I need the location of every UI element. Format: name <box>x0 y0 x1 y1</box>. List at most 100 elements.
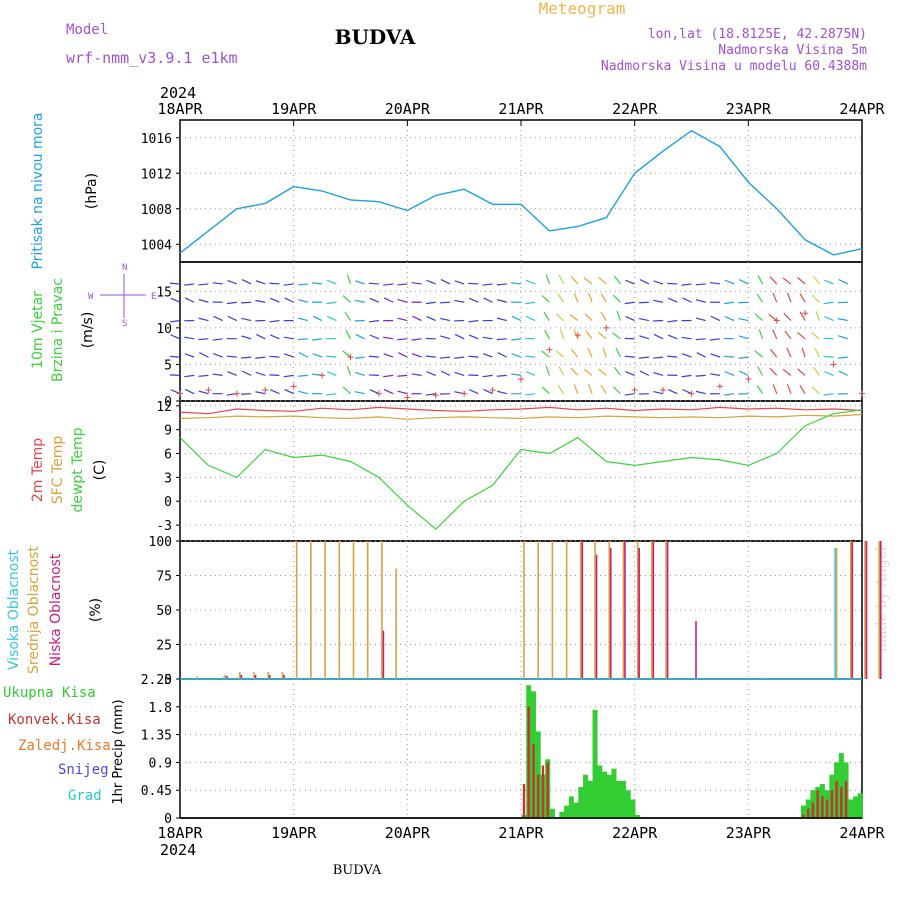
wind-arrow <box>667 389 678 395</box>
wind-arrow <box>411 338 422 341</box>
wind-arrow <box>426 371 436 376</box>
wind-arrow <box>573 292 579 303</box>
wind-arrow <box>346 365 352 376</box>
y-tick-label: 6 <box>164 448 172 463</box>
y-tick-label: 3 <box>164 471 172 486</box>
y-tick-label: 9 <box>164 424 172 439</box>
wind-arrow <box>583 277 593 285</box>
wind-arrow <box>587 347 593 358</box>
precip-total-bar <box>838 753 844 818</box>
wind-arrow <box>198 298 209 303</box>
x-tick-label-bottom: 19APR <box>271 824 317 842</box>
precip-conv-bar <box>830 790 834 818</box>
wind-arrow <box>496 374 507 377</box>
wind-arrow <box>695 283 706 286</box>
precip-total-bar <box>592 709 598 818</box>
wind-arrow <box>739 370 749 376</box>
wind-arrow <box>298 298 309 303</box>
wind-arrow <box>823 301 834 305</box>
precip-conv-bar <box>840 787 843 818</box>
x-tick-label-top: 23APR <box>726 100 772 118</box>
y-tick-label: 1004 <box>141 238 172 253</box>
wind-arrow <box>297 338 308 341</box>
wind-arrow <box>326 393 337 396</box>
wind-arrow <box>525 355 536 358</box>
precip-total-bar <box>606 774 612 818</box>
wind-arrow <box>638 356 649 359</box>
wind-arrow <box>695 374 706 377</box>
wind-arrow <box>738 317 749 322</box>
y-tick-label: 0.45 <box>141 784 172 799</box>
wind-arrow <box>768 314 778 322</box>
wind-arrow <box>545 274 550 285</box>
year-bottom: 2024 <box>160 841 196 859</box>
wind-arrow <box>212 282 223 285</box>
y-tick-label: 1008 <box>141 203 172 218</box>
y-tick-label: 0 <box>164 495 172 510</box>
pressure-ylabel: (hPa) <box>84 173 100 209</box>
precip-conv-bar <box>844 780 848 818</box>
precip-conv-bar <box>816 790 819 818</box>
wind-arrow <box>738 335 749 340</box>
wind-arrow <box>784 330 792 340</box>
wind-arrow <box>511 315 522 322</box>
wind-arrow <box>838 370 849 376</box>
cloud-ylabel-mid: Srednja Oblacnost <box>26 546 42 674</box>
wind-arrow <box>824 279 834 285</box>
wind-arrow <box>612 294 621 303</box>
wind-arrow <box>440 370 451 376</box>
wind-arrow <box>426 279 436 285</box>
wind-arrow <box>241 370 252 376</box>
wind-arrow <box>710 315 721 322</box>
wind-arrow <box>511 338 522 341</box>
y-tick-label: 0.9 <box>149 756 172 771</box>
wind-arrow <box>583 368 593 376</box>
wind-arrow <box>639 335 650 340</box>
x-tick-label-bottom: 20APR <box>385 824 431 842</box>
wind-arrow <box>298 352 309 358</box>
wind-arrow <box>411 282 422 285</box>
wind-speed-marker <box>688 390 695 397</box>
wind-arrow <box>695 299 706 303</box>
wind-arrow <box>326 315 337 322</box>
precip-total-bar <box>853 796 859 818</box>
wind-arrow <box>482 353 493 358</box>
wind-arrow <box>525 371 536 376</box>
model-name: wrf-nmm_v3.9.1 e1km <box>66 49 238 67</box>
wind-speed-marker <box>546 346 553 353</box>
wind-arrow <box>667 355 678 358</box>
wind-arrow <box>468 282 479 285</box>
precip-legend-2: Zaledj.Kisa <box>18 738 111 754</box>
wind-arrow <box>454 371 465 376</box>
wind-arrow <box>241 393 252 395</box>
precip-total-bar <box>587 780 593 818</box>
wind-speed-marker <box>773 317 780 324</box>
precip-total-bar <box>568 796 574 818</box>
pressure-line <box>179 129 863 256</box>
wind-arrow <box>198 374 209 377</box>
wind-arrow <box>241 301 252 304</box>
wind-arrow <box>769 348 778 358</box>
wind-arrow <box>786 384 792 394</box>
wind-arrow <box>312 282 323 285</box>
wind-arrow <box>754 350 763 358</box>
wind-arrow <box>326 279 337 285</box>
y-tick-label: 10 <box>156 322 172 337</box>
watermark: made by Angel <box>874 546 890 652</box>
wind-arrow <box>283 336 294 340</box>
wind-arrow <box>497 352 508 358</box>
wind-arrow <box>525 393 536 396</box>
wind-arrow <box>823 393 834 396</box>
wind-arrow <box>653 371 664 376</box>
wind-arrow <box>342 350 351 358</box>
wind-speed-marker <box>859 390 865 397</box>
cloud-ylabel-high: Visoka Oblacnost <box>6 549 22 670</box>
wind-arrow <box>824 370 834 376</box>
wind-arrow <box>397 299 408 303</box>
wind-arrow <box>198 338 209 341</box>
precip-conv-bar <box>532 743 535 818</box>
wind-arrow <box>783 313 792 321</box>
wind-arrow <box>756 384 764 395</box>
year-top: 2024 <box>160 84 196 102</box>
wind-arrow <box>411 353 422 358</box>
